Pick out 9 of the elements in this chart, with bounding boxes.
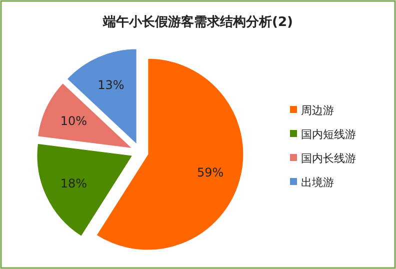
data-label: 59%	[197, 166, 224, 180]
legend-label: 出境游	[301, 176, 334, 189]
legend-label: 国内短线游	[301, 128, 356, 141]
data-label: 13%	[98, 78, 124, 92]
chart-title: 端午小长假游客需求结构分析(2)	[102, 14, 293, 30]
legend-label: 国内长线游	[301, 152, 356, 165]
data-label: 18%	[60, 176, 88, 190]
data-label: 10%	[60, 114, 88, 128]
legend-label: 周边游	[301, 104, 334, 117]
